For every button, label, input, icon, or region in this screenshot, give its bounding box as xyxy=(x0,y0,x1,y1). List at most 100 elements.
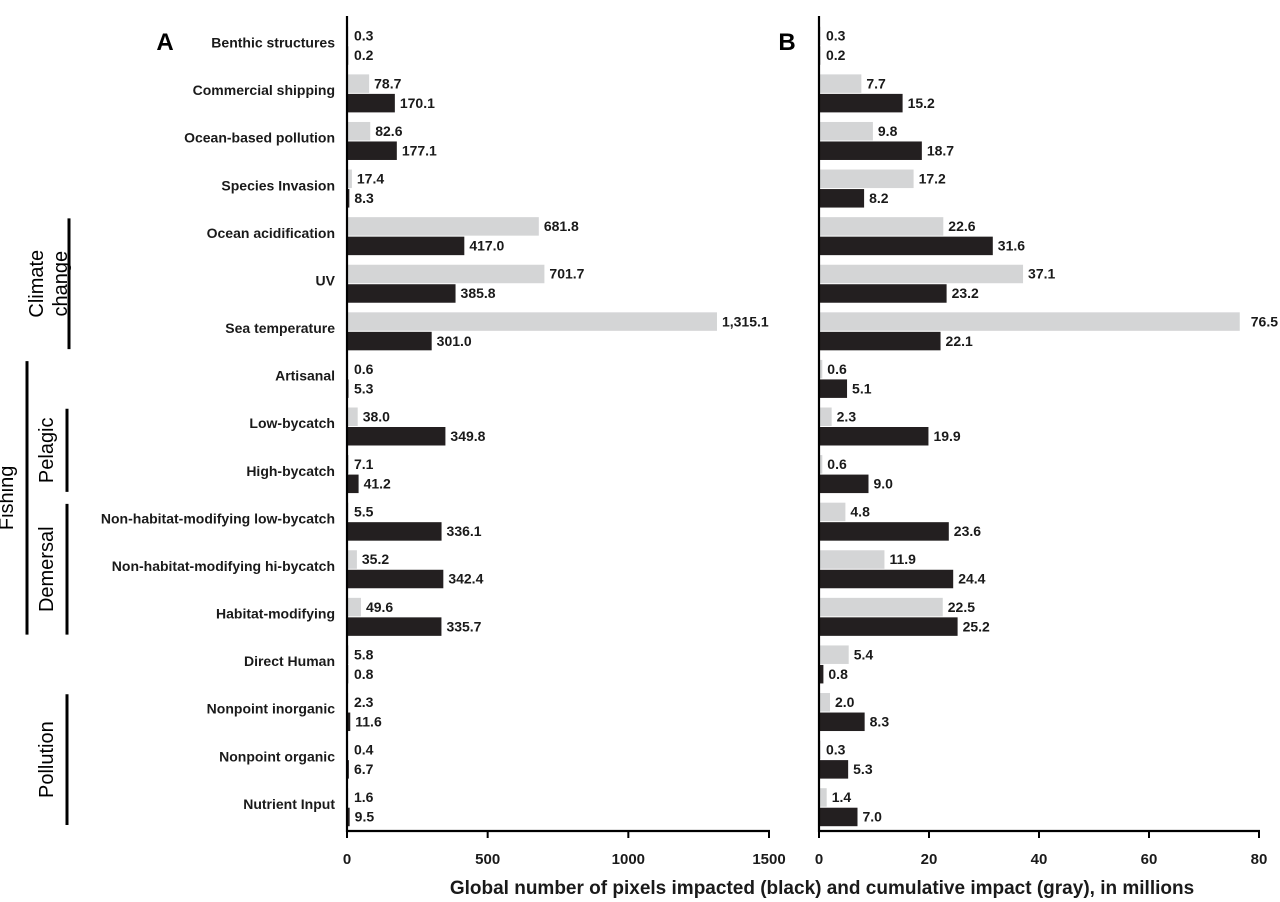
value-label-a-gray-5: 701.7 xyxy=(549,266,584,282)
bar-b-black-3 xyxy=(819,189,865,208)
panel-letter-b: B xyxy=(778,29,795,56)
bar-b-black-11 xyxy=(819,569,954,589)
group-label-demersal: Demersal xyxy=(36,526,58,612)
bar-a-gray-1 xyxy=(347,74,370,93)
bar-a-gray-4 xyxy=(347,217,539,236)
value-label-b-black-2: 18.7 xyxy=(927,142,954,158)
category-label-5: UV xyxy=(316,272,336,288)
bar-a-black-1 xyxy=(347,93,395,113)
bar-b-black-15 xyxy=(819,760,849,779)
value-label-b-gray-4: 22.6 xyxy=(948,218,975,234)
value-label-a-gray-14: 2.3 xyxy=(354,694,374,710)
value-label-b-black-1: 15.2 xyxy=(908,95,935,111)
value-label-a-black-5: 385.8 xyxy=(461,285,496,301)
bar-b-black-4 xyxy=(819,236,993,256)
x-tick-label-b-40: 40 xyxy=(1031,851,1048,868)
bar-b-gray-16 xyxy=(819,788,827,807)
category-label-2: Ocean-based pollution xyxy=(184,130,335,146)
bar-b-black-7 xyxy=(819,379,848,398)
bar-b-gray-1 xyxy=(819,74,862,93)
bar-b-black-13 xyxy=(819,664,824,684)
x-tick-label-a-1500: 1500 xyxy=(752,851,785,868)
value-label-b-black-8: 19.9 xyxy=(933,428,960,444)
value-label-a-black-9: 41.2 xyxy=(364,476,391,492)
bar-b-gray-5 xyxy=(819,264,1024,284)
bar-a-gray-2 xyxy=(347,121,371,141)
category-label-3: Species Invasion xyxy=(221,177,335,193)
value-label-b-black-15: 5.3 xyxy=(853,761,873,777)
bar-b-gray-7 xyxy=(819,359,823,379)
value-label-a-gray-15: 0.4 xyxy=(354,742,374,758)
group-label-line: Pollution xyxy=(36,721,58,798)
category-label-16: Nutrient Input xyxy=(243,796,335,812)
bar-a-black-14 xyxy=(347,712,351,732)
value-label-a-gray-10: 5.5 xyxy=(354,504,374,520)
value-label-a-gray-8: 38.0 xyxy=(363,408,390,424)
x-tick-label-b-60: 60 xyxy=(1141,851,1158,868)
value-label-a-gray-6: 1,315.1 xyxy=(722,313,769,329)
group-label-line: Pelagic xyxy=(36,417,58,483)
value-label-a-black-14: 11.6 xyxy=(355,713,382,729)
value-label-b-black-12: 25.2 xyxy=(963,618,990,634)
bar-b-gray-13 xyxy=(819,645,849,664)
value-label-a-black-15: 6.7 xyxy=(354,761,374,777)
value-label-b-gray-2: 9.8 xyxy=(878,123,898,139)
bar-b-gray-2 xyxy=(819,121,873,141)
value-label-a-black-10: 336.1 xyxy=(447,523,482,539)
bar-a-black-9 xyxy=(347,474,359,494)
category-label-6: Sea temperature xyxy=(225,320,335,336)
bar-b-gray-6 xyxy=(819,312,1240,331)
category-label-1: Commercial shipping xyxy=(193,82,335,98)
value-label-a-black-1: 170.1 xyxy=(400,95,435,111)
bar-b-black-14 xyxy=(819,712,865,732)
group-label-line: Demersal xyxy=(36,526,58,612)
bar-a-black-10 xyxy=(347,522,442,541)
value-label-b-black-6: 22.1 xyxy=(946,333,973,349)
x-tick-label-b-80: 80 xyxy=(1251,851,1268,868)
value-label-a-black-0: 0.2 xyxy=(354,47,374,63)
bars-layer xyxy=(347,26,1240,827)
bar-b-gray-4 xyxy=(819,217,944,236)
bar-a-black-16 xyxy=(347,807,350,827)
value-label-a-black-16: 9.5 xyxy=(355,809,375,825)
value-label-b-gray-5: 37.1 xyxy=(1028,266,1055,282)
bar-b-gray-9 xyxy=(819,455,823,474)
bar-a-gray-5 xyxy=(347,264,545,284)
group-label-pelagic: Pelagic xyxy=(36,417,58,483)
bar-a-gray-6 xyxy=(347,312,717,331)
bar-b-gray-10 xyxy=(819,502,846,522)
bar-a-gray-12 xyxy=(347,597,361,617)
bar-b-gray-12 xyxy=(819,597,943,617)
value-label-b-black-3: 8.2 xyxy=(869,190,889,206)
value-label-b-gray-12: 22.5 xyxy=(948,599,975,615)
bar-a-black-2 xyxy=(347,141,397,160)
value-label-b-black-0: 0.2 xyxy=(826,47,846,63)
bar-b-black-9 xyxy=(819,474,869,494)
bar-b-black-8 xyxy=(819,427,929,446)
bar-b-gray-11 xyxy=(819,550,885,569)
value-label-a-black-8: 349.8 xyxy=(450,428,485,444)
bar-b-black-16 xyxy=(819,807,858,827)
bar-b-black-2 xyxy=(819,141,922,160)
value-label-a-black-3: 8.3 xyxy=(354,190,374,206)
x-tick-label-a-0: 0 xyxy=(343,851,351,868)
category-label-8: Low-bycatch xyxy=(249,415,335,431)
bar-b-black-6 xyxy=(819,331,941,351)
value-label-b-black-13: 0.8 xyxy=(828,666,848,682)
group-label-climate-change: Climate change xyxy=(26,250,72,318)
bar-a-black-12 xyxy=(347,617,442,636)
bar-b-gray-8 xyxy=(819,407,832,426)
category-label-14: Nonpoint inorganic xyxy=(207,701,336,717)
group-label-line: Climate xyxy=(26,250,48,318)
value-label-b-black-4: 31.6 xyxy=(998,238,1025,254)
bar-b-black-12 xyxy=(819,617,958,636)
x-tick-label-b-20: 20 xyxy=(921,851,938,868)
value-label-b-black-11: 24.4 xyxy=(958,571,985,587)
value-label-b-gray-15: 0.3 xyxy=(826,742,846,758)
value-label-b-gray-6: 76.5 xyxy=(1251,313,1278,329)
value-label-a-black-7: 5.3 xyxy=(354,380,374,396)
bar-a-gray-8 xyxy=(347,407,358,426)
category-label-7: Artisanal xyxy=(275,368,335,384)
value-label-b-gray-16: 1.4 xyxy=(832,789,852,805)
